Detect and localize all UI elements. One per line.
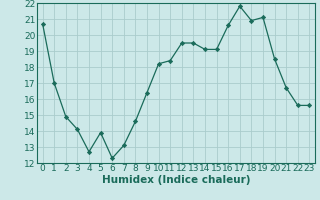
X-axis label: Humidex (Indice chaleur): Humidex (Indice chaleur) (102, 175, 250, 185)
